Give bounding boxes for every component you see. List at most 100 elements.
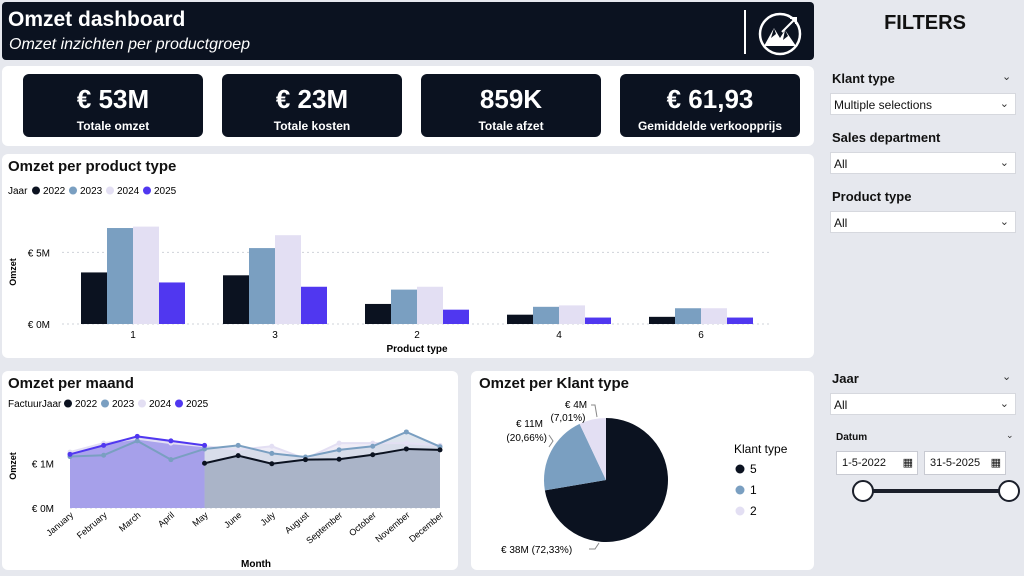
kpi-card-totale-omzet[interactable]: € 53M Totale omzet bbox=[23, 74, 203, 137]
data-point bbox=[269, 461, 275, 467]
pie-slice-1 bbox=[544, 423, 606, 491]
leader-line bbox=[548, 434, 554, 448]
calendar-icon[interactable]: ▦ bbox=[990, 457, 1001, 469]
kpi-value: € 23M bbox=[275, 84, 349, 114]
legend-marker bbox=[101, 399, 109, 408]
y-axis-label: Omzet bbox=[8, 452, 18, 480]
kpi-card-gemiddelde-verkoopprijs[interactable]: € 61,93 Gemiddelde verkoopprijs bbox=[620, 74, 800, 137]
dashboard-header: Omzet dashboard Omzet inzichten per prod… bbox=[2, 2, 814, 60]
page-title: Omzet dashboard bbox=[8, 8, 186, 31]
data-point bbox=[336, 440, 342, 446]
y-tick-label: € 0M bbox=[32, 504, 54, 515]
x-tick-label: December bbox=[407, 510, 445, 544]
data-point bbox=[370, 443, 376, 449]
filters-pane: FILTERS Klant type ⌄ Multiple selections… bbox=[826, 0, 1024, 576]
klant-type-value: Multiple selections bbox=[834, 98, 933, 112]
bar bbox=[443, 309, 469, 324]
legend-marker bbox=[32, 186, 40, 195]
legend-label: 2022 bbox=[75, 399, 98, 410]
data-point bbox=[235, 453, 241, 459]
kpi-label: Totale afzet bbox=[478, 119, 544, 133]
x-tick-label: 6 bbox=[698, 330, 704, 341]
legend-marker bbox=[69, 186, 77, 195]
pie-chart-title: Omzet per Klant type bbox=[479, 375, 630, 392]
bar bbox=[533, 306, 559, 324]
bar bbox=[675, 308, 701, 324]
leader-line bbox=[589, 542, 600, 550]
series-line-2022 bbox=[204, 447, 441, 465]
legend-title: Klant type bbox=[734, 442, 788, 456]
kpi-card-totale-kosten[interactable]: € 23M Totale kosten bbox=[222, 74, 402, 137]
legend-label: 2022 bbox=[43, 186, 66, 197]
bar bbox=[391, 289, 417, 324]
data-point bbox=[202, 446, 208, 452]
data-point bbox=[134, 433, 140, 439]
line-chart-title: Omzet per maand bbox=[8, 375, 134, 392]
date-slider-end-handle[interactable] bbox=[998, 480, 1020, 502]
end-date-input[interactable]: 31-5-2025 ▦ bbox=[924, 451, 1006, 475]
legend-marker bbox=[735, 464, 745, 474]
collapse-chevron-icon[interactable]: ⌄ bbox=[1002, 371, 1012, 383]
date-slider-start-handle[interactable] bbox=[852, 480, 874, 502]
collapse-chevron-icon[interactable]: ⌄ bbox=[1002, 71, 1012, 83]
pie-chart[interactable]: € 38M (72,33%) € 11M (20,66%) € 4M (7,01%) Kl… bbox=[471, 371, 814, 570]
bar bbox=[159, 282, 185, 324]
klant-type-dropdown[interactable]: Multiple selections ⌄ bbox=[830, 93, 1016, 115]
data-point bbox=[67, 451, 73, 457]
data-point bbox=[101, 442, 107, 448]
legend-marker bbox=[143, 186, 151, 195]
data-point bbox=[336, 456, 342, 462]
legend-marker bbox=[64, 399, 72, 408]
sales-department-dropdown[interactable]: All ⌄ bbox=[830, 152, 1016, 174]
kpi-panel: € 53M Totale omzet € 23M Totale kosten 8… bbox=[2, 66, 814, 146]
x-tick-label: 1 bbox=[130, 330, 136, 341]
date-slider-track[interactable] bbox=[863, 489, 1007, 493]
bar-chart[interactable]: Jaar 2022 2023 2024 2025 € 0M € 5M Omzet 1 3 2 4 6 Pr… bbox=[2, 154, 814, 358]
line-chart-panel[interactable]: Omzet per maand FactuurJaar 2022 2023 2024 2… bbox=[2, 371, 458, 570]
x-tick-label: March bbox=[117, 510, 143, 534]
jaar-dropdown[interactable]: All ⌄ bbox=[830, 393, 1016, 415]
klant-type-label: Klant type bbox=[832, 71, 895, 86]
data-point bbox=[235, 447, 241, 453]
kpi-value: € 61,93 bbox=[666, 84, 754, 114]
sales-department-value: All bbox=[834, 157, 848, 171]
x-tick-label: November bbox=[373, 510, 411, 544]
kpi-card-totale-afzet[interactable]: 859K Totale afzet bbox=[421, 74, 601, 137]
bar bbox=[507, 314, 533, 324]
data-point bbox=[403, 429, 409, 435]
data-point bbox=[269, 450, 275, 456]
product-type-dropdown[interactable]: All ⌄ bbox=[830, 211, 1016, 233]
mountain-logo-icon bbox=[758, 12, 802, 56]
area-chart[interactable]: FactuurJaar 2022 2023 2024 2025 € 0M € 1M Omzet… bbox=[2, 371, 458, 570]
x-axis-label: Product type bbox=[386, 344, 448, 355]
data-point bbox=[235, 442, 241, 448]
x-tick-label: February bbox=[75, 510, 109, 541]
data-point bbox=[437, 447, 443, 453]
leader-line bbox=[591, 404, 598, 418]
y-tick-label: € 1M bbox=[32, 459, 54, 470]
data-point bbox=[403, 440, 409, 446]
x-tick-label: June bbox=[222, 510, 243, 530]
pie-chart-panel[interactable]: Omzet per Klant type € 38M (72,33%) € 11M… bbox=[471, 371, 814, 570]
bar bbox=[585, 317, 611, 324]
bar-chart-panel[interactable]: Omzet per product type Jaar 2022 2023 2024 2… bbox=[2, 154, 814, 358]
bar bbox=[81, 272, 107, 324]
data-point bbox=[370, 452, 376, 458]
data-point bbox=[168, 438, 174, 444]
calendar-icon[interactable]: ▦ bbox=[902, 457, 913, 469]
product-type-label: Product type bbox=[832, 189, 912, 204]
pie-data-label: € 38M (72,33%) bbox=[501, 545, 572, 556]
series-line-2023 bbox=[69, 430, 441, 461]
bar bbox=[301, 286, 327, 324]
data-point bbox=[269, 443, 275, 449]
pie-data-label: € 11M bbox=[516, 419, 543, 430]
collapse-chevron-icon[interactable]: ⌄ bbox=[1006, 430, 1014, 440]
pie-data-label: (7,01%) bbox=[550, 413, 585, 424]
bar bbox=[417, 286, 443, 324]
start-date-input[interactable]: 1-5-2022 ▦ bbox=[836, 451, 918, 475]
x-tick-label: September bbox=[304, 510, 344, 546]
datum-label: Datum bbox=[836, 432, 868, 443]
pie-slice-5 bbox=[544, 418, 668, 542]
legend-marker bbox=[735, 506, 745, 516]
chevron-down-icon: ⌄ bbox=[999, 98, 1009, 110]
